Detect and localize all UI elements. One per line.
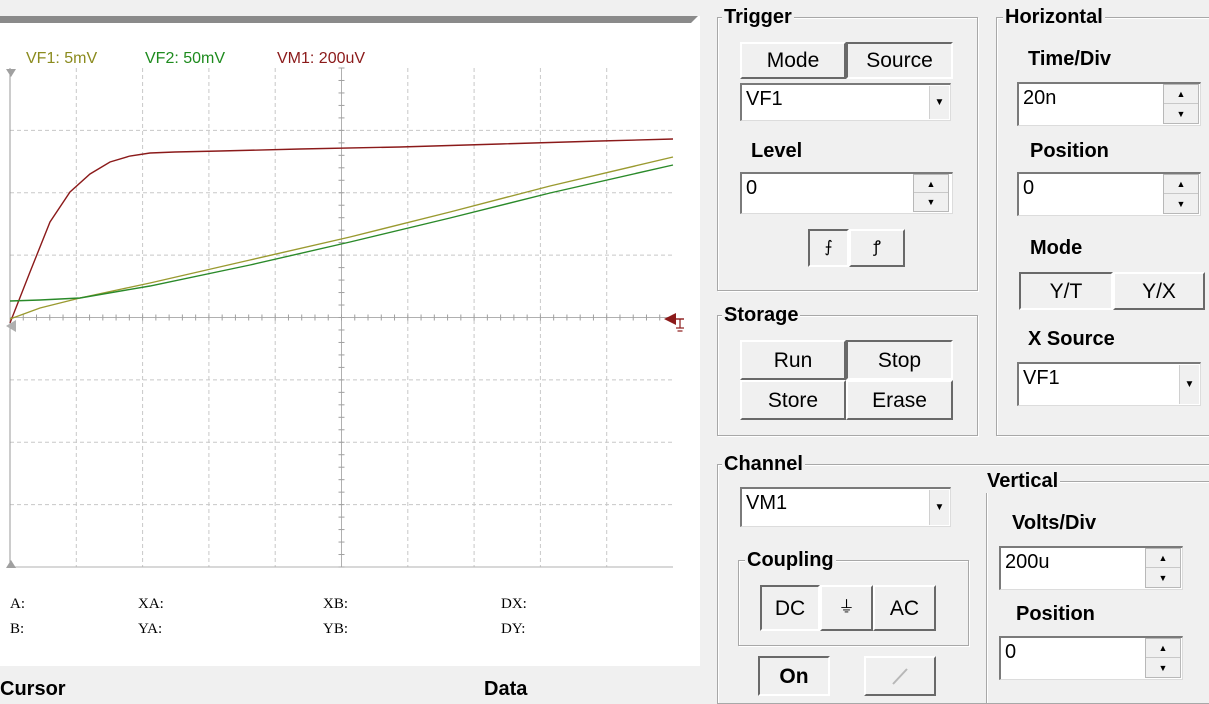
volts-div-spinner[interactable]: ▲ ▼ [1145,548,1181,588]
spin-up-icon[interactable]: ▲ [1164,85,1198,104]
spin-down-icon[interactable]: ▼ [1158,572,1168,583]
mode-yx-button[interactable]: Y/X [1113,272,1205,310]
cursor-xb-label: XB: [323,596,349,612]
cursor-dx-label: DX: [501,596,527,612]
trigger-mode-button[interactable]: Mode [740,42,846,79]
cursor-ya-label: YA: [138,621,163,637]
coupling-dc-button[interactable]: DC [760,585,820,631]
scope-grid [9,67,674,568]
time-div-spinner[interactable]: ▲ ▼ [1163,84,1199,124]
scope-screen[interactable]: VF1: 5mV VF2: 50mV VM1: 200uV [0,16,700,666]
trigger-source-select[interactable]: VF1 ▼ [740,83,951,121]
spin-down-icon[interactable]: ▼ [1176,108,1186,119]
trigger-falling-edge-button[interactable]: ⨍ [808,229,849,267]
coupling-group: Coupling [738,548,969,646]
scope-display-panel [0,16,700,666]
x-source-select[interactable]: VF1 ▼ [1017,362,1201,406]
probe-pen-icon [892,668,908,685]
vertical-position-label: Position [1016,603,1095,625]
cursor-xa-label: XA: [138,596,164,612]
trigger-group: Trigger [717,5,978,291]
spin-up-icon[interactable]: ▲ [1146,639,1180,658]
mode-yt-button[interactable]: Y/T [1019,272,1113,310]
storage-title: Storage [722,303,801,327]
legend-vm1: VM1: 200uV [277,50,365,67]
horizontal-position-label: Position [1030,140,1109,162]
spin-down-icon[interactable]: ▼ [926,197,936,207]
legend-vf2: VF2: 50mV [145,50,225,67]
time-div-label: Time/Div [1028,48,1111,70]
chevron-down-icon[interactable]: ▼ [1179,365,1199,404]
vertical-position-spinner[interactable]: ▲ ▼ [1145,638,1181,678]
spin-up-icon[interactable]: ▲ [1146,549,1180,568]
top-marker-icon[interactable] [6,69,16,77]
volts-div-value: 200u [1005,551,1050,573]
channel-on-button[interactable]: On [758,656,830,696]
chevron-down-icon[interactable]: ▼ [929,490,949,525]
cursor-a-label: A: [10,596,25,612]
horizontal-group: Horizontal [996,5,1209,436]
cursor-dy-label: DY: [501,621,526,637]
coupling-gnd-button[interactable]: ⏚ [820,585,873,631]
spin-down-icon[interactable]: ▼ [1176,198,1186,209]
spin-up-icon[interactable]: ▲ [1164,175,1198,194]
channel-probe-button[interactable] [864,656,936,696]
trigger-level-value: 0 [746,177,758,199]
chevron-down-icon[interactable]: ▼ [929,86,949,119]
channel-title: Channel [722,452,805,476]
spin-up-icon[interactable]: ▲ [914,175,948,193]
cursor-b-label: B: [10,621,25,637]
horizontal-position-spinner[interactable]: ▲ ▼ [1163,174,1199,214]
trigger-level-spinner[interactable]: ▲ ▼ [913,174,949,212]
vertical-title: Vertical [985,469,1061,493]
storage-run-button[interactable]: Run [740,340,846,380]
spin-down-icon[interactable]: ▼ [1158,662,1168,673]
coupling-ac-button[interactable]: AC [873,585,936,631]
x-source-value: VF1 [1023,367,1060,389]
storage-store-button[interactable]: Store [740,380,846,420]
trigger-level-marker-icon[interactable] [664,313,684,332]
trace-vm1 [9,138,674,324]
trigger-level-label: Level [751,140,803,162]
legend-vf1: VF1: 5mV [26,50,97,67]
storage-stop-button[interactable]: Stop [846,340,953,380]
bottom-marker-icon[interactable] [6,560,16,568]
left-trigger-marker-icon[interactable] [6,320,16,332]
time-div-value: 20n [1023,87,1057,109]
vertical-position-value: 0 [1005,641,1017,663]
horizontal-title: Horizontal [1003,5,1105,29]
storage-erase-button[interactable]: Erase [846,380,953,420]
channel-value: VM1 [746,492,788,514]
coupling-title: Coupling [745,548,836,572]
trace-vf1 [9,156,674,320]
scope-title-bar [0,16,698,23]
storage-group: Storage [717,303,978,436]
trigger-source-value: VF1 [746,88,783,110]
x-source-label: X Source [1028,328,1115,350]
trigger-title: Trigger [722,5,794,29]
volts-div-label: Volts/Div [1012,512,1097,534]
trace-vf2 [9,164,674,302]
cursor-yb-label: YB: [323,621,349,637]
trigger-source-button[interactable]: Source [846,42,953,79]
channel-select[interactable]: VM1 ▼ [740,487,951,527]
trigger-rising-edge-button[interactable]: ꝭ [849,229,905,267]
horizontal-mode-label: Mode [1030,237,1083,259]
horizontal-position-value: 0 [1023,177,1035,199]
